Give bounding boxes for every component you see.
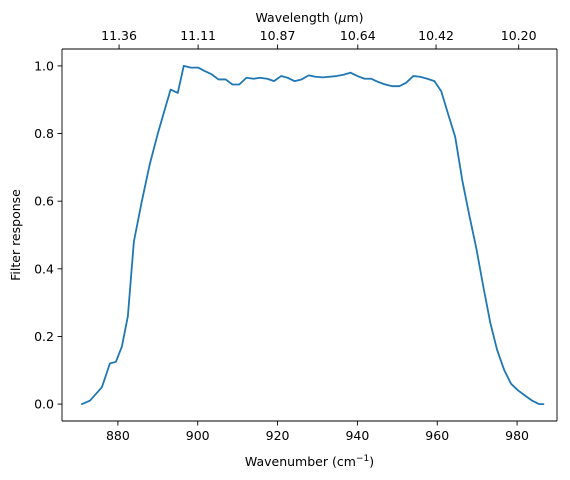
y-tick-label: 0.6 [34, 194, 54, 209]
x-tick-label: 880 [106, 428, 130, 443]
x-tick-label: 960 [425, 428, 449, 443]
top-tick-label: 10.87 [260, 28, 296, 43]
y-tick-label: 1.0 [34, 58, 54, 73]
y-tick-label: 0.2 [34, 329, 54, 344]
x-tick-label: 980 [505, 428, 529, 443]
top-tick-label: 11.11 [180, 28, 216, 43]
top-axis-ticks: 11.36 11.11 10.87 10.64 10.42 10.20 [101, 28, 537, 49]
series-layer [81, 65, 545, 405]
top-axis-label: Wavelength (μm) [255, 10, 363, 25]
top-tick-label: 10.42 [418, 28, 454, 43]
y-axis-ticks: 0.0 0.2 0.4 0.6 0.8 1.0 [34, 58, 62, 412]
x-axis-ticks: 880 900 920 940 960 980 [106, 421, 529, 443]
x-tick-label: 900 [186, 428, 210, 443]
x-tick-label: 920 [266, 428, 290, 443]
x-tick-label: 940 [345, 428, 369, 443]
plot-frame [61, 48, 558, 422]
top-tick-label: 10.64 [340, 28, 376, 43]
y-axis-label: Filter response [8, 189, 23, 281]
y-tick-label: 0.8 [34, 126, 54, 141]
top-tick-label: 11.36 [101, 28, 137, 43]
y-tick-label: 0.0 [34, 397, 54, 412]
y-tick-label: 0.4 [34, 261, 54, 276]
x-axis-label: Wavenumber (cm−1) [245, 454, 374, 469]
filter-response-line [81, 65, 545, 405]
top-tick-label: 10.20 [501, 28, 537, 43]
plot-background [62, 49, 557, 421]
